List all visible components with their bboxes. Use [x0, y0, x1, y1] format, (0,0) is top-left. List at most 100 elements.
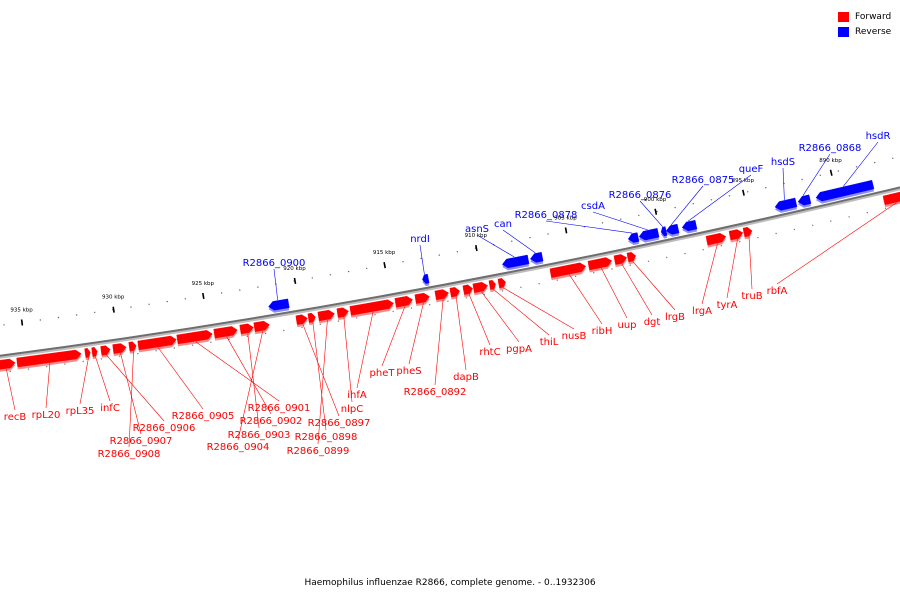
gene-arrow-r2866-0903 — [239, 323, 254, 335]
leader-r2866-0901 — [195, 341, 280, 402]
gene-arrow-phet — [394, 295, 413, 308]
gene-label-r2866-0904: R2866_0904 — [207, 442, 270, 453]
minor-tick — [210, 341, 212, 343]
leader-asns — [476, 234, 515, 258]
gene-label-r2866-0876: R2866_0876 — [609, 190, 672, 201]
gene-arrow-r2866-0901 — [176, 330, 213, 345]
leader-lrgb — [632, 261, 676, 311]
gene-label-rpl20: rpL20 — [32, 410, 61, 421]
gene-labels: recB rpL20 rpL35 infC R2866_0906 R2866_0907 R2… — [4, 131, 891, 460]
gene-arrow-r2866-0906 — [100, 345, 111, 356]
minor-tick — [837, 170, 840, 172]
leader-rbfa — [776, 202, 897, 285]
gene-arrow-r2866-0892 — [434, 289, 449, 301]
gene-arrow-r2866-0900 — [268, 298, 290, 311]
gene-label-recb: recB — [4, 412, 27, 423]
gene-label-lrgb: lrgB — [665, 312, 685, 323]
gene-label-ihfa: ihfA — [347, 390, 367, 401]
gene-label-uup: uup — [617, 320, 636, 331]
gene-arrow-recb — [0, 358, 16, 370]
gene-label-nusb: nusB — [562, 331, 587, 342]
minor-tick — [465, 297, 467, 299]
minor-tick — [801, 178, 803, 181]
leader-r2866-0902 — [226, 336, 272, 415]
leader-phes — [408, 302, 424, 365]
major-tick — [564, 227, 568, 234]
gene-arrow-uup — [587, 257, 613, 271]
gene-arrow-rpl20 — [16, 349, 82, 368]
minor-tick — [574, 275, 577, 278]
minor-tick — [410, 307, 413, 309]
minor-tick — [27, 368, 30, 370]
gene-label-pgpa: pgpA — [506, 344, 532, 355]
scale-tick-label: 890 kbp — [819, 158, 842, 164]
scale-tick-label: 905 kbp — [554, 216, 577, 222]
minor-tick — [374, 314, 376, 316]
minor-tick — [3, 324, 5, 326]
minor-tick — [137, 352, 139, 355]
minor-tick — [656, 210, 658, 213]
gene-arrow-r2866-0898 — [307, 312, 316, 323]
minor-tick — [148, 303, 150, 305]
scale-tick-label: 935 kbp — [10, 308, 33, 314]
minor-tick — [94, 311, 96, 314]
minor-tick — [647, 260, 650, 262]
scale-tick-label: 925 kbp — [192, 281, 215, 287]
gene-arrow-hsdr — [815, 179, 875, 202]
leader-hsdr — [843, 141, 879, 187]
leader-r2866-0876 — [639, 200, 663, 227]
minor-tick — [119, 355, 121, 357]
label-leader-lines — [6, 141, 897, 448]
minor-tick — [884, 207, 887, 209]
minor-tick — [601, 222, 604, 224]
minor-tick — [301, 326, 303, 329]
gene-label-dapb: dapB — [453, 372, 479, 383]
minor-tick — [311, 277, 313, 279]
major-tick — [112, 306, 115, 313]
leader-r2866-0908 — [128, 351, 134, 448]
minor-tick — [684, 252, 686, 255]
leader-trub — [748, 236, 753, 290]
gene-arrow-r2866-0905 — [137, 335, 177, 351]
minor-tick — [356, 317, 358, 319]
minor-tick — [747, 191, 749, 193]
minor-tick — [547, 233, 549, 235]
major-tick — [20, 319, 24, 326]
gene-label-infc: infC — [100, 403, 120, 414]
minor-tick — [264, 332, 267, 335]
gene-arrow-ihfa — [349, 299, 394, 316]
leader-nlpc — [343, 317, 353, 403]
gene-arrow-r2866-0875 — [665, 223, 680, 235]
leader-pgpa — [481, 291, 520, 343]
gene-arrow-asns — [502, 254, 530, 269]
gene-label-r2866-0903: R2866_0903 — [228, 430, 291, 441]
legend-forward: Forward — [838, 9, 891, 24]
legend-reverse: Reverse — [838, 24, 891, 39]
gene-label-csda: csdA — [581, 201, 605, 212]
minor-tick — [75, 314, 78, 316]
leader-dapb — [455, 296, 467, 371]
gene-arrow-tyra — [728, 229, 744, 241]
minor-tick — [447, 300, 449, 302]
leader-r2866-0903 — [247, 333, 260, 429]
genome-backbone — [0, 186, 900, 359]
leader-rpl35 — [79, 357, 89, 405]
gene-arrow-dgt — [613, 254, 628, 265]
gene-arrow-r2866-0904 — [253, 320, 270, 332]
gene-label-r2866-0897: R2866_0897 — [308, 418, 371, 429]
minor-tick — [283, 329, 285, 332]
gene-arrow-nusb — [497, 278, 506, 289]
minor-tick — [220, 292, 223, 294]
minor-tick — [775, 232, 777, 235]
gene-arrow-r2866-0899 — [317, 309, 335, 322]
minor-tick — [666, 256, 668, 259]
gene-label-r2866-0901: R2866_0901 — [248, 403, 311, 414]
minor-tick — [337, 320, 340, 322]
leader-hsds — [782, 167, 785, 200]
leader-lrga — [701, 243, 718, 305]
minor-tick — [501, 290, 504, 292]
gene-arrow-r2866-0878 — [627, 232, 640, 243]
minor-tick — [757, 236, 759, 239]
forward-label: Forward — [855, 11, 892, 22]
gene-label-r2866-0907: R2866_0907 — [110, 436, 173, 447]
